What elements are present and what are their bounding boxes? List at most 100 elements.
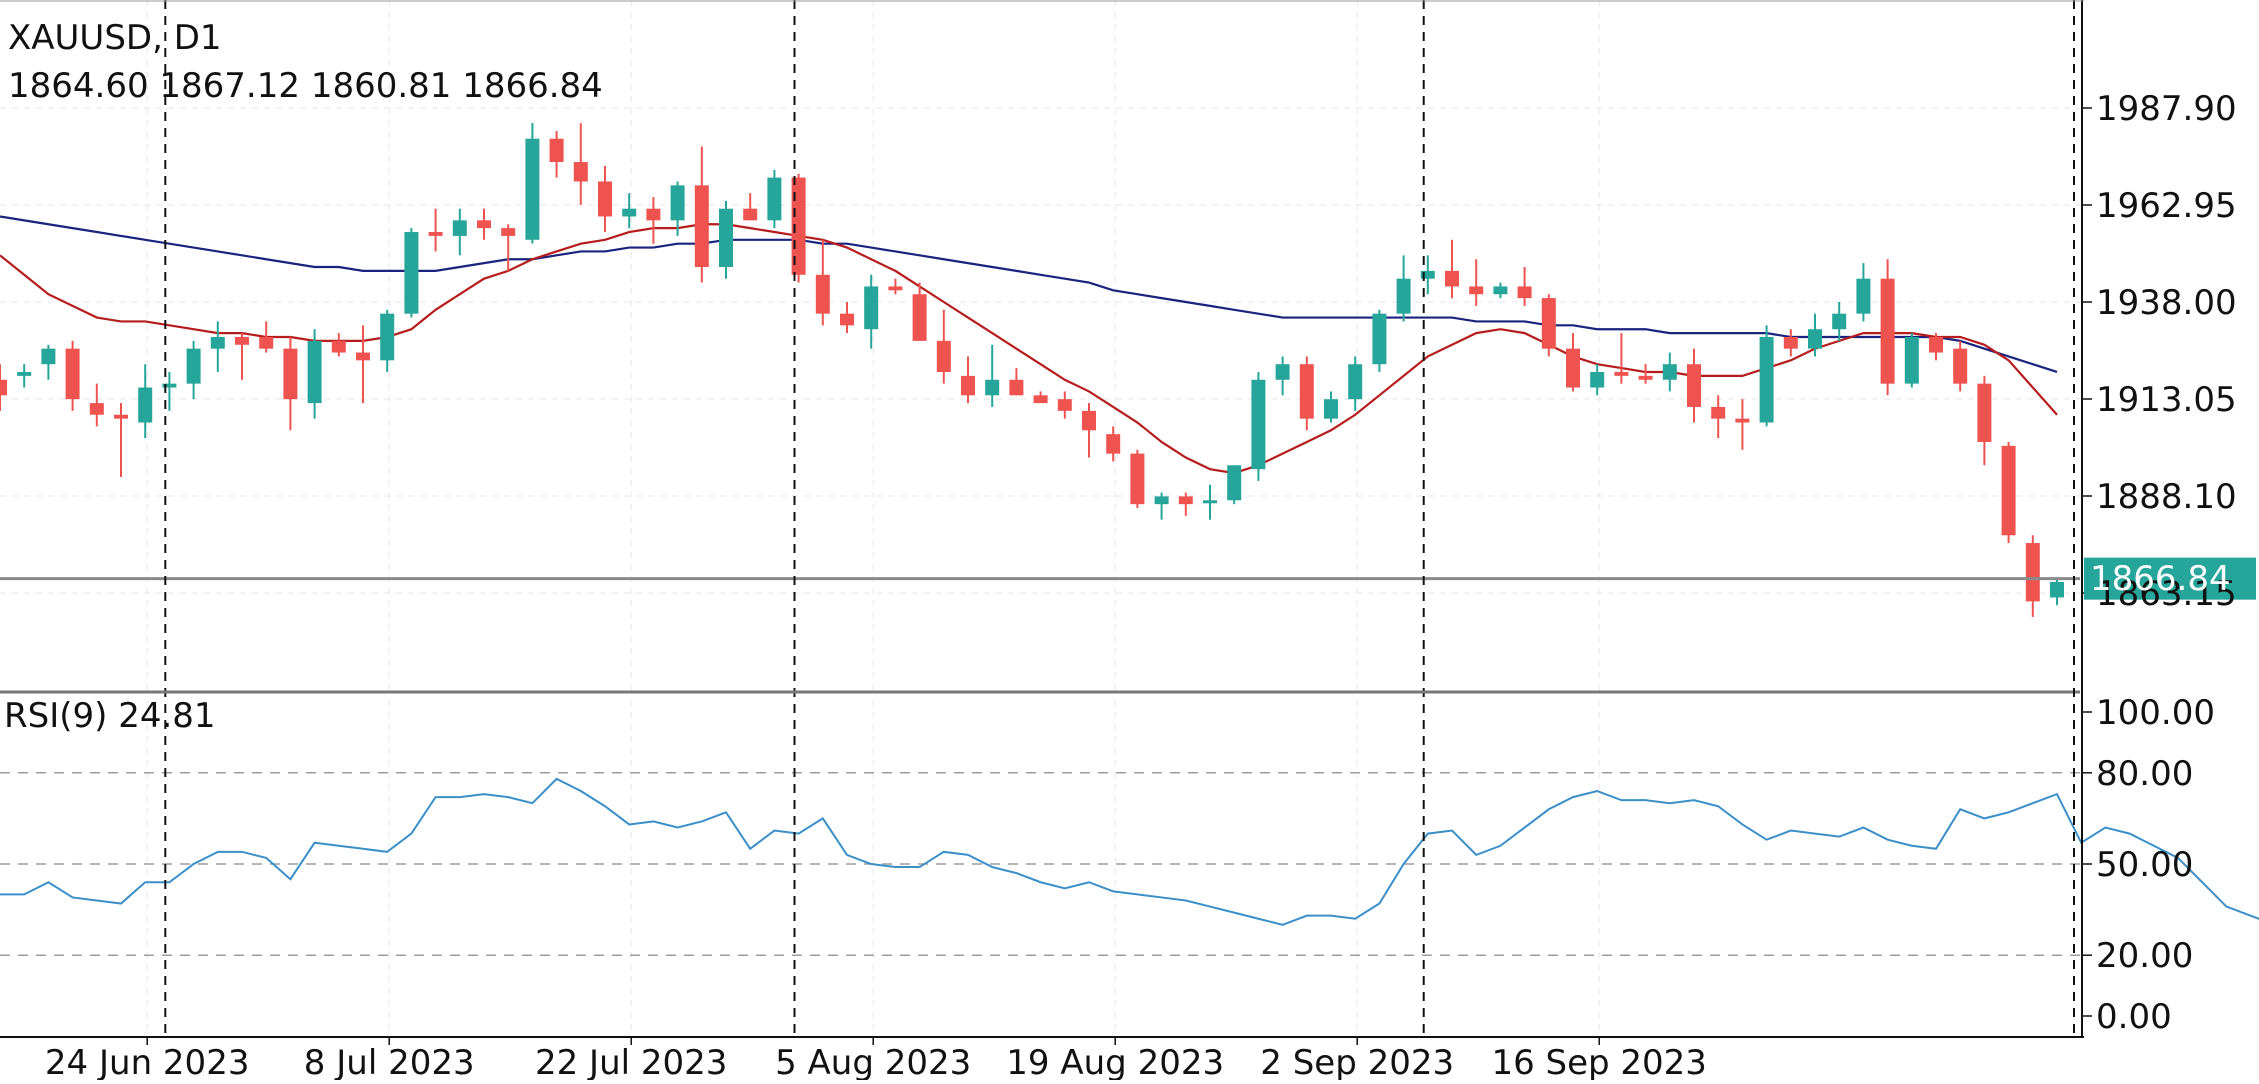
candle-body [380,313,395,361]
rsi-axis-label: 80.00 [2096,754,2193,794]
candle-body [1808,329,1822,349]
candle-body [1590,371,1605,388]
candle-body [138,387,153,423]
rsi-line [0,777,2259,926]
candle-body [1130,453,1145,505]
candle-body [549,138,564,163]
candle-body [41,348,56,365]
candle-body [1566,348,1580,388]
price-axis-label: 1888.10 [2096,477,2237,517]
time-axis-label: 24 Jun 2023 [45,1043,250,1080]
candle-body [573,162,588,182]
candle-body [719,208,733,268]
candle-body [1493,286,1508,295]
candle-body [791,177,806,275]
candle-body [1324,399,1338,419]
candle-body [17,371,32,376]
candle-body [985,379,1000,396]
candle-body [1541,298,1556,349]
candle-body [1711,406,1726,419]
candle-body [1783,336,1798,349]
candle-body [89,403,104,415]
candle-body [1348,364,1363,400]
candle-body [1009,379,1024,396]
rsi-axis-label: 20.00 [2096,936,2193,976]
candle-body [452,220,467,236]
time-axis-label: 2 Sep 2023 [1260,1043,1454,1080]
time-axis-label: 19 Aug 2023 [1006,1043,1224,1080]
candle-body [598,181,612,217]
candle-body [1396,278,1411,314]
candle-body [815,274,830,314]
candle-body [1299,364,1314,419]
candle-body [1735,418,1750,423]
candle-body [1517,286,1532,299]
candle-body [235,336,249,345]
candle-body [1953,348,1968,384]
candle-body [114,414,128,419]
price-axis-label: 1863.15 [2096,574,2237,614]
candle-body [283,348,298,400]
price-axis-label: 1913.05 [2096,380,2237,420]
rsi-panel [0,700,2259,1030]
rsi-indicator-label: RSI(9) 24.81 [4,696,216,736]
rsi-axis-label: 0.00 [2096,997,2172,1037]
candle-body [840,313,854,326]
candle-body [1203,500,1217,504]
time-axis-label: 8 Jul 2023 [304,1043,475,1080]
candle-body [1638,375,1653,380]
candle-body [1614,371,1629,376]
price-axis-label: 1962.95 [2096,186,2237,226]
candle-body [356,352,370,361]
price-panel [0,0,2256,690]
candle-body [743,208,758,221]
candle-body [767,177,782,221]
candle-body [1687,364,1701,407]
candle-body [1275,364,1290,380]
candle-body [1469,286,1484,295]
candle-body [1420,270,1435,279]
candle-body [694,185,709,268]
candle-body [477,220,491,229]
candle-body [864,286,879,330]
candle-body [331,340,346,353]
candle-body [1372,313,1387,365]
moving-average-slow [0,215,2058,374]
rsi-axis-label: 50.00 [2096,845,2193,885]
candle-body [525,138,540,240]
candle-body [307,340,322,404]
candle-body [0,379,7,396]
candle-body [912,294,927,341]
last-price-badge-bg [2084,557,2256,600]
candle-body [1227,465,1242,501]
candle-body [1662,364,1677,380]
candle-body [259,336,274,349]
candle-body [2001,445,2016,536]
last-price-badge: 1866.84 [2090,558,2231,599]
candle-body [1445,270,1459,287]
candle-body [1106,434,1121,454]
candle-body [1880,278,1895,384]
candle-body [1904,336,1919,384]
candle-body [404,232,419,314]
candle-body [65,348,80,400]
candle-body [1033,395,1048,404]
candle-body [622,208,637,217]
candle-body [186,348,201,384]
candle-body [210,336,225,349]
candle-body [888,286,903,291]
rsi-axis-label: 100.00 [2096,693,2215,733]
candle-body [961,375,975,396]
candle-body [2050,581,2064,598]
candle-body [1856,278,1871,314]
symbol-label: XAUUSD, D1 [8,18,222,58]
candle-body [670,185,685,221]
candle-body [2025,543,2040,602]
candle-body [1977,383,1992,442]
candle-body [162,383,177,388]
candle-body [1057,399,1072,411]
candle-body [501,228,516,236]
ohlc-readout: 1864.60 1867.12 1860.81 1866.84 [8,66,603,106]
